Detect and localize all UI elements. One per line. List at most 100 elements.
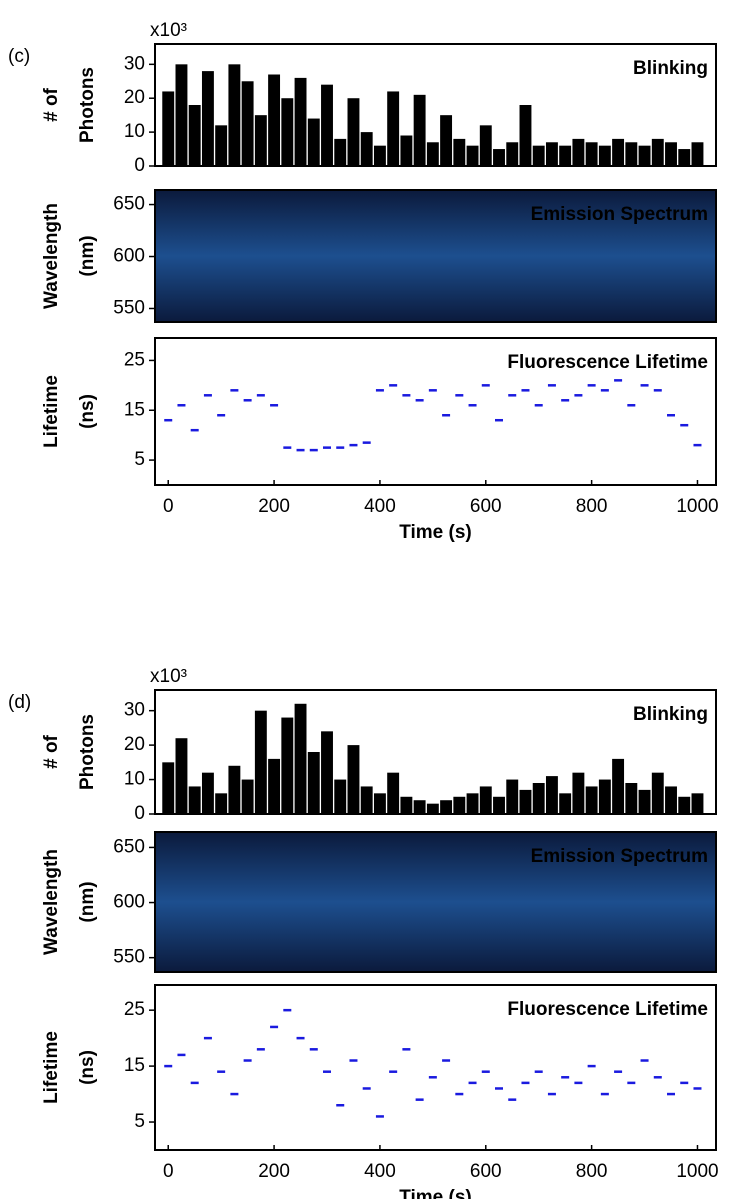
plot-area bbox=[155, 832, 716, 972]
photon-bar bbox=[400, 135, 413, 166]
photon-bar bbox=[175, 738, 188, 814]
photon-bar bbox=[360, 132, 373, 166]
plot-annotation: Emission Spectrum bbox=[531, 846, 708, 867]
y-tick-label: 10 bbox=[124, 769, 145, 790]
photon-bar bbox=[241, 81, 254, 166]
photon-bar bbox=[426, 803, 439, 814]
y-tick-label: 0 bbox=[134, 803, 145, 824]
y-tick-label: 15 bbox=[124, 399, 145, 420]
x-tick-label: 0 bbox=[163, 1161, 174, 1182]
photon-bar bbox=[691, 793, 704, 814]
plot-annotation: Fluorescence Lifetime bbox=[507, 352, 708, 373]
photon-bar bbox=[387, 772, 400, 814]
photon-bar bbox=[598, 779, 611, 814]
panel-label: (d) bbox=[8, 692, 31, 713]
photon-bar bbox=[307, 118, 320, 166]
photon-bar bbox=[281, 717, 294, 814]
photon-bar bbox=[241, 779, 254, 814]
photon-bar bbox=[585, 786, 598, 814]
photon-bar bbox=[426, 142, 439, 166]
photon-bar bbox=[678, 796, 691, 814]
photon-bar bbox=[347, 98, 360, 166]
panel-label: (c) bbox=[8, 46, 30, 67]
spectrum-background bbox=[155, 832, 716, 972]
photon-bar bbox=[651, 772, 664, 814]
y-tick-label: 650 bbox=[113, 194, 145, 215]
plot-frame bbox=[154, 831, 717, 973]
photon-bar bbox=[612, 138, 625, 166]
y-tick-label: 15 bbox=[124, 1055, 145, 1076]
x-tick-label: 200 bbox=[258, 496, 290, 517]
photon-bar bbox=[321, 731, 333, 814]
y-axis-label: Lifetime bbox=[41, 375, 62, 448]
plot-area bbox=[164, 379, 702, 452]
photon-bar bbox=[360, 786, 373, 814]
photon-bar bbox=[387, 91, 400, 166]
y-axis-label: Lifetime bbox=[41, 1031, 62, 1104]
y-tick-label: 30 bbox=[124, 53, 145, 74]
photon-bar bbox=[440, 115, 453, 166]
y-axis-label: # of bbox=[41, 734, 62, 768]
y-axis-label: Photons bbox=[77, 67, 98, 143]
x-tick-label: 600 bbox=[470, 496, 502, 517]
photon-bar bbox=[228, 64, 241, 166]
plot-frame bbox=[154, 43, 717, 167]
y-axis-label: Wavelength bbox=[41, 849, 62, 955]
photon-bar bbox=[638, 145, 651, 166]
photon-bar bbox=[665, 142, 677, 166]
photon-bar bbox=[268, 758, 281, 814]
y-tick-label: 600 bbox=[113, 892, 145, 913]
photon-bar bbox=[532, 145, 545, 166]
x-tick-label: 800 bbox=[576, 1161, 608, 1182]
photon-bar bbox=[493, 149, 505, 166]
plot-frame bbox=[154, 689, 717, 815]
photon-bar bbox=[307, 752, 320, 814]
photon-bar bbox=[440, 800, 453, 814]
plot-frame bbox=[154, 337, 717, 486]
photon-bar bbox=[466, 145, 479, 166]
plot-annotation: Blinking bbox=[633, 58, 708, 79]
y-tick-label: 5 bbox=[134, 449, 145, 470]
x-axis-label: Time (s) bbox=[399, 522, 472, 543]
photon-bar bbox=[479, 786, 492, 814]
photon-bar bbox=[400, 796, 413, 814]
photon-bar bbox=[651, 138, 664, 166]
photon-bar bbox=[373, 793, 386, 814]
photon-bar bbox=[175, 64, 188, 166]
y-tick-label: 0 bbox=[134, 155, 145, 176]
photon-bar bbox=[572, 772, 585, 814]
photon-bar bbox=[413, 94, 426, 166]
photon-bar bbox=[625, 783, 638, 814]
photon-bar bbox=[532, 783, 545, 814]
spectrum-background bbox=[155, 190, 716, 322]
photon-bar bbox=[453, 138, 466, 166]
photon-bar bbox=[334, 779, 347, 814]
y-tick-label: 600 bbox=[113, 246, 145, 267]
photon-bar bbox=[373, 145, 386, 166]
y-tick-label: 550 bbox=[113, 947, 145, 968]
photon-bar bbox=[506, 779, 519, 814]
x-tick-label: 200 bbox=[258, 1161, 290, 1182]
photon-bar bbox=[188, 105, 201, 166]
y-tick-label: 550 bbox=[113, 298, 145, 319]
y-axis-label: Photons bbox=[77, 714, 98, 790]
photon-bar bbox=[665, 786, 677, 814]
photon-bar bbox=[559, 145, 572, 166]
y-tick-label: 20 bbox=[124, 87, 145, 108]
plot-frame bbox=[154, 984, 717, 1151]
photon-bar bbox=[254, 710, 267, 814]
photon-bar bbox=[466, 793, 479, 814]
y-axis-label: (ns) bbox=[77, 1050, 98, 1085]
plot-annotation: Emission Spectrum bbox=[531, 204, 708, 225]
y-tick-label: 650 bbox=[113, 836, 145, 857]
x-tick-label: 0 bbox=[163, 496, 174, 517]
photon-bar bbox=[162, 91, 175, 166]
photon-bar bbox=[215, 793, 228, 814]
photon-bar bbox=[625, 142, 638, 166]
photon-bar bbox=[506, 142, 519, 166]
photon-bar bbox=[201, 71, 214, 166]
x-tick-label: 400 bbox=[364, 1161, 396, 1182]
photon-bar bbox=[228, 765, 241, 814]
x-axis-label: Time (s) bbox=[399, 1187, 472, 1199]
